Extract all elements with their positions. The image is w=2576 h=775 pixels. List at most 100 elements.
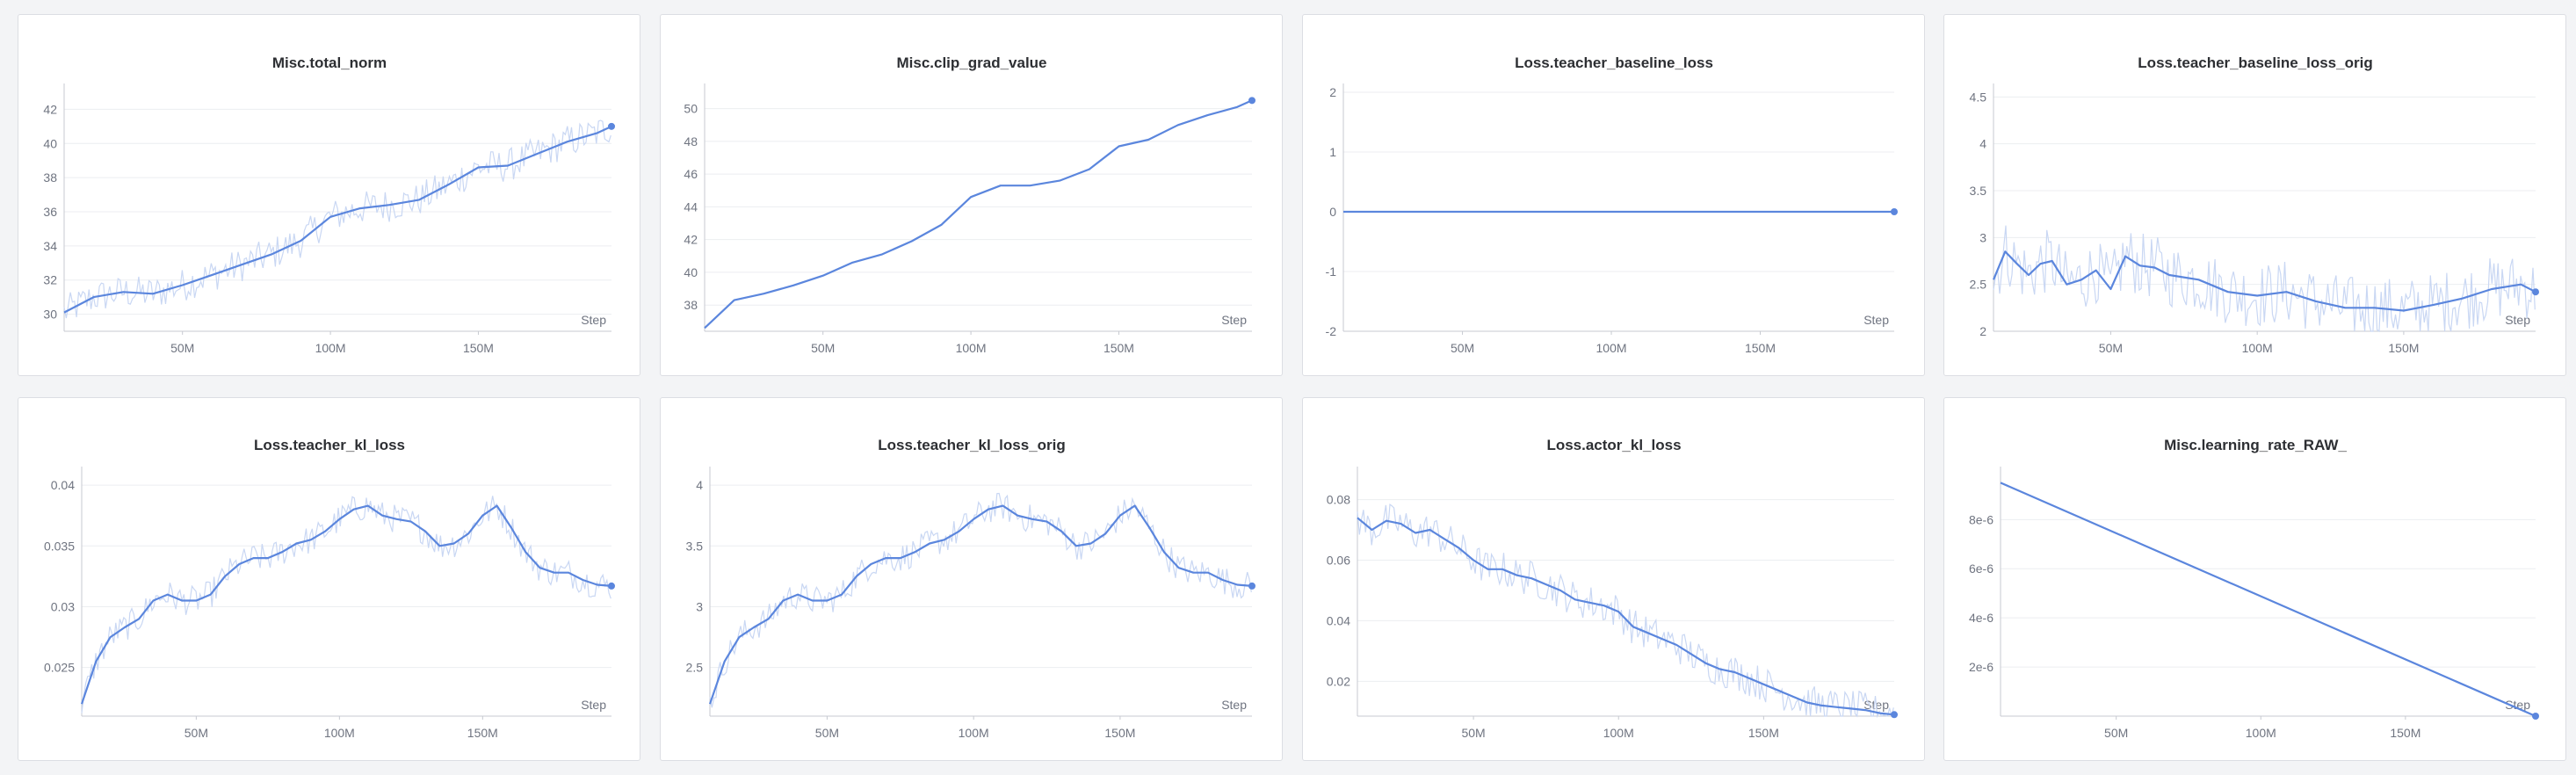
y-tick-label: -2: [1326, 324, 1337, 338]
series-line[interactable]: [1992, 250, 2536, 312]
chart-svg: Misc.clip_grad_value 38 40 42 44 46 48 50 50M 100…: [684, 54, 1255, 355]
y-tick-label: 2: [1979, 324, 1986, 338]
y-tick-label: 4.5: [1970, 90, 1987, 104]
series-end-point[interactable]: [1248, 582, 1255, 590]
y-tick-label: 30: [43, 308, 57, 322]
x-tick-label: 150M: [1748, 726, 1779, 740]
x-axis-label: Step: [2505, 313, 2530, 327]
x-tick-label: 100M: [1596, 341, 1627, 355]
series-end-point[interactable]: [2532, 288, 2539, 296]
x-tick-label: 50M: [170, 341, 194, 355]
x-tick-label: 150M: [463, 341, 494, 355]
y-tick-label: 44: [684, 199, 698, 214]
x-tick-label: 50M: [2099, 341, 2123, 355]
y-tick-label: 46: [684, 167, 698, 181]
y-tick-label: 8e-6: [1969, 512, 1994, 526]
series-end-point[interactable]: [1248, 97, 1255, 105]
chart-title: Loss.teacher_kl_loss_orig: [878, 437, 1066, 453]
chart-panel-total-norm[interactable]: Misc.total_norm 30 32 34 36 38 40 42 50M 100M 150M…: [18, 14, 640, 376]
y-tick-label: 50: [684, 102, 698, 116]
y-tick-label: 40: [684, 265, 698, 279]
series-end-point[interactable]: [2532, 713, 2539, 720]
chart-title: Misc.learning_rate_RAW_: [2164, 437, 2347, 453]
chart-title: Loss.teacher_kl_loss: [254, 437, 405, 453]
series-end-point[interactable]: [1891, 711, 1898, 719]
y-tick-label: 0.025: [44, 661, 75, 675]
y-tick-label: 0.08: [1327, 493, 1350, 507]
chart-panel-clip-grad-value[interactable]: Misc.clip_grad_value 38 40 42 44 46 48 50 50M 100…: [660, 14, 1283, 376]
x-tick-label: 100M: [2246, 726, 2276, 740]
x-tick-label: 150M: [2390, 726, 2420, 740]
series-line[interactable]: [63, 125, 612, 314]
y-tick-label: 0.02: [1327, 674, 1350, 688]
raw-series-line: [709, 492, 1252, 708]
y-tick-label: 4: [696, 478, 703, 492]
y-tick-label: 3: [1979, 230, 1986, 244]
x-axis-label: Step: [1221, 698, 1247, 712]
chart-svg: Loss.teacher_kl_loss_orig 2.5 3 3.5 4 50M 100M…: [686, 437, 1255, 740]
y-tick-label: 0: [1329, 205, 1336, 219]
chart-svg: Loss.teacher_baseline_loss -2 -1 0 1 2 50M 100M…: [1326, 54, 1898, 355]
chart-panel-teacher-baseline-loss-orig[interactable]: Loss.teacher_baseline_loss_orig 2 2.5 3 3.5 4…: [1943, 14, 2566, 376]
chart-svg: Misc.learning_rate_RAW_ 2e-6 4e-6 6e-6 8e-6 5…: [1969, 437, 2539, 740]
series-line[interactable]: [704, 99, 1253, 330]
y-tick-label: 6e-6: [1969, 561, 1994, 576]
chart-title: Misc.clip_grad_value: [896, 54, 1046, 71]
raw-series-line: [1993, 225, 2536, 333]
series-end-point[interactable]: [608, 582, 615, 590]
series-line[interactable]: [1357, 517, 1895, 716]
chart-panel-actor-kl-loss[interactable]: Loss.actor_kl_loss 0.02 0.04 0.06 0.08 50M 100…: [1302, 397, 1925, 761]
x-tick-label: 100M: [324, 726, 355, 740]
x-tick-label: 100M: [956, 341, 987, 355]
x-tick-label: 150M: [2388, 341, 2419, 355]
x-tick-label: 100M: [1603, 726, 1634, 740]
chart-svg: Loss.actor_kl_loss 0.02 0.04 0.06 0.08 50M 100…: [1327, 437, 1898, 740]
y-tick-label: 0.04: [1327, 613, 1350, 627]
y-tick-label: 42: [684, 233, 698, 247]
chart-panel-teacher-kl-loss[interactable]: Loss.teacher_kl_loss 0.025 0.03 0.035 0.04 50…: [18, 397, 640, 761]
x-tick-label: 50M: [1451, 341, 1474, 355]
series-line[interactable]: [2000, 482, 2536, 718]
y-tick-label: 4: [1979, 137, 1986, 151]
x-tick-label: 100M: [315, 341, 346, 355]
y-tick-label: 0.06: [1327, 554, 1350, 568]
chart-title: Loss.teacher_baseline_loss: [1515, 54, 1713, 71]
x-axis-label: Step: [1863, 313, 1889, 327]
chart-title: Loss.actor_kl_loss: [1546, 437, 1681, 453]
x-axis-label: Step: [2505, 698, 2530, 712]
x-tick-label: 50M: [2104, 726, 2128, 740]
y-tick-label: 2.5: [686, 661, 704, 675]
series-line[interactable]: [80, 504, 612, 705]
x-tick-label: 150M: [1745, 341, 1776, 355]
raw-series-line: [63, 120, 611, 319]
x-axis-label: Step: [581, 313, 606, 327]
y-tick-label: 2.5: [1970, 278, 1987, 292]
x-tick-label: 50M: [1461, 726, 1485, 740]
y-tick-label: 4e-6: [1969, 611, 1994, 625]
series-end-point[interactable]: [1891, 208, 1898, 215]
y-tick-label: 1: [1329, 145, 1336, 159]
y-tick-label: 0.03: [51, 599, 75, 613]
y-tick-label: 3.5: [686, 539, 704, 553]
y-tick-label: 3.5: [1970, 184, 1987, 198]
y-tick-label: 38: [43, 170, 57, 185]
x-tick-label: 150M: [1103, 341, 1134, 355]
x-tick-label: 100M: [959, 726, 989, 740]
y-tick-label: 48: [684, 134, 698, 148]
y-tick-label: 2: [1329, 85, 1336, 99]
chart-title: Misc.total_norm: [272, 54, 387, 71]
series-line[interactable]: [708, 504, 1253, 705]
chart-svg: Loss.teacher_kl_loss 0.025 0.03 0.035 0.04 50…: [44, 437, 615, 740]
y-tick-label: 32: [43, 273, 57, 287]
raw-series-line: [1357, 503, 1894, 719]
x-tick-label: 150M: [467, 726, 498, 740]
chart-panel-teacher-kl-loss-orig[interactable]: Loss.teacher_kl_loss_orig 2.5 3 3.5 4 50M 100M…: [660, 397, 1283, 761]
raw-series-line: [81, 496, 611, 713]
x-axis-label: Step: [581, 698, 606, 712]
series-end-point[interactable]: [608, 122, 615, 130]
y-tick-label: 36: [43, 205, 57, 219]
chart-panel-learning-rate[interactable]: Misc.learning_rate_RAW_ 2e-6 4e-6 6e-6 8e-6 5…: [1943, 397, 2566, 761]
chart-panel-teacher-baseline-loss[interactable]: Loss.teacher_baseline_loss -2 -1 0 1 2 50M 100M…: [1302, 14, 1925, 376]
y-tick-label: 34: [43, 239, 57, 253]
y-tick-label: 38: [684, 298, 698, 312]
